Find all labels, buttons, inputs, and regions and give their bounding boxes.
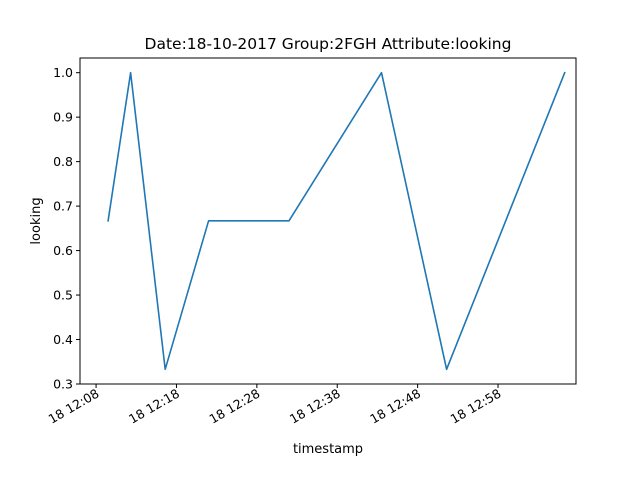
x-tick-label: 18 12:08	[46, 386, 102, 427]
y-tick-label: 0.8	[53, 154, 73, 169]
y-axis-ticks: 0.3 0.4 0.5 0.6 0.7 0.8 0.9 1.0	[53, 65, 80, 392]
plot-area	[107, 71, 566, 371]
y-tick-label: 0.5	[53, 288, 73, 303]
x-tick-label: 18 12:48	[367, 386, 423, 427]
y-tick-label: 0.3	[53, 377, 73, 392]
x-axis-label: timestamp	[293, 442, 363, 457]
y-tick-label: 1.0	[53, 65, 73, 80]
series-line	[107, 71, 566, 371]
axes-frame	[79, 57, 577, 385]
x-tick-label: 18 12:38	[287, 386, 343, 427]
x-tick-label: 18 12:18	[126, 386, 182, 427]
y-tick-label: 0.4	[53, 332, 73, 347]
x-tick-label: 18 12:58	[448, 386, 504, 427]
x-axis-ticks: 18 12:08 18 12:18 18 12:28 18 12:38 18 12:48…	[46, 384, 504, 427]
y-tick-label: 0.9	[53, 110, 73, 125]
x-tick-label: 18 12:28	[206, 386, 262, 427]
y-tick-label: 0.7	[53, 199, 73, 214]
y-tick-label: 0.6	[53, 243, 73, 258]
y-axis-label: looking	[29, 197, 44, 244]
chart-title: Date:18-10-2017 Group:2FGH Attribute:loo…	[145, 35, 512, 53]
